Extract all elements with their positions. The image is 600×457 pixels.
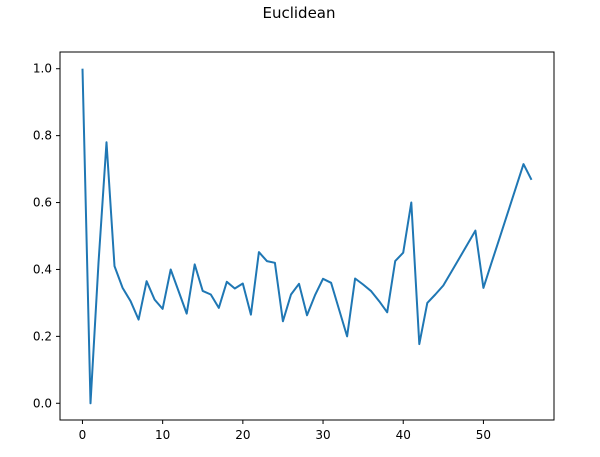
y-tick-label: 0.6: [33, 196, 52, 210]
x-tick-label: 40: [396, 428, 411, 442]
y-tick-label: 0.2: [33, 329, 52, 343]
axes-frame: [59, 51, 555, 421]
x-tick-label: 30: [315, 428, 330, 442]
x-tick-label: 50: [476, 428, 491, 442]
y-tick-label: 0.4: [33, 262, 52, 276]
x-axis: 0 10 20 30 40 50: [79, 420, 491, 442]
x-tick-label: 10: [155, 428, 170, 442]
y-axis: 0.0 0.2 0.4 0.6 0.8 1.0: [33, 62, 60, 410]
plot-area: [81, 68, 533, 405]
y-tick-label: 1.0: [33, 62, 52, 76]
y-tick-label: 0.8: [33, 129, 52, 143]
x-tick-label: 0: [79, 428, 87, 442]
chart-title: Euclidean: [262, 4, 335, 22]
series-line: [81, 68, 533, 405]
x-tick-label: 20: [235, 428, 250, 442]
y-tick-label: 0.0: [33, 396, 52, 410]
